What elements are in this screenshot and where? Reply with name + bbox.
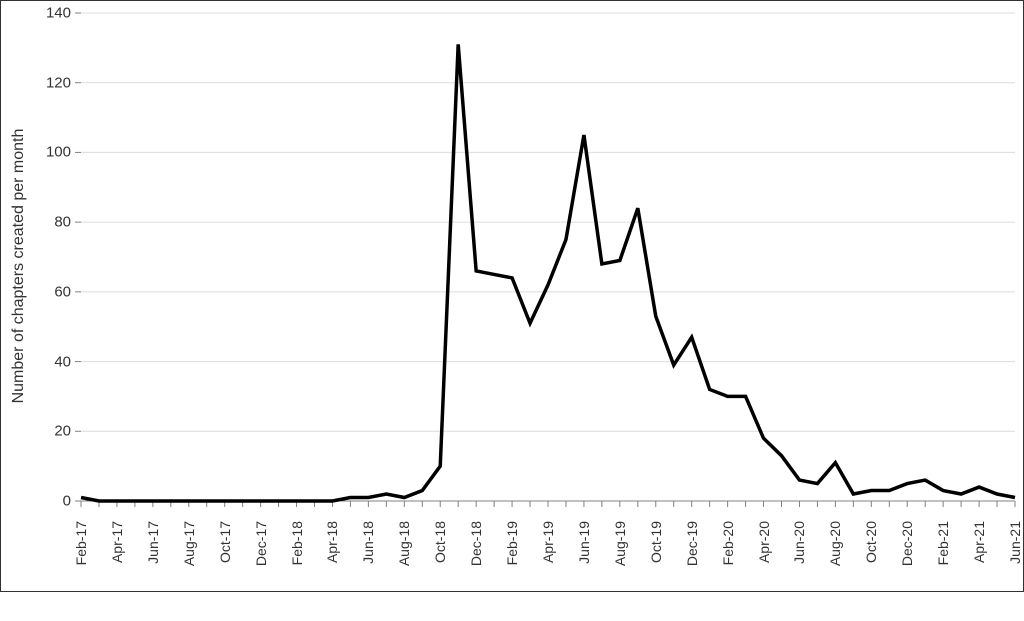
x-tick-label: Aug-19 xyxy=(612,521,628,621)
x-tick-label: Dec-20 xyxy=(899,521,915,621)
line-chart: Number of chapters created per month 020… xyxy=(0,0,1024,592)
y-tick-label: 60 xyxy=(1,283,71,300)
x-tick-label: Feb-17 xyxy=(73,521,89,621)
x-tick-label: Jun-19 xyxy=(576,521,592,621)
x-tick-label: Apr-17 xyxy=(109,521,125,621)
x-tick-label: Jun-20 xyxy=(791,521,807,621)
x-tick-label: Jun-18 xyxy=(360,521,376,621)
x-tick-label: Oct-19 xyxy=(648,521,664,621)
x-tick-label: Aug-17 xyxy=(181,521,197,621)
y-tick-label: 0 xyxy=(1,493,71,510)
x-tick-label: Aug-20 xyxy=(827,521,843,621)
x-tick-label: Dec-19 xyxy=(684,521,700,621)
chart-svg xyxy=(1,1,1024,593)
y-tick-label: 80 xyxy=(1,214,71,231)
y-tick-label: 140 xyxy=(1,5,71,22)
y-tick-label: 100 xyxy=(1,144,71,161)
x-tick-label: Aug-18 xyxy=(396,521,412,621)
x-tick-label: Jun-21 xyxy=(1007,521,1023,621)
x-tick-label: Apr-21 xyxy=(971,521,987,621)
x-tick-label: Oct-20 xyxy=(863,521,879,621)
x-tick-label: Dec-17 xyxy=(253,521,269,621)
y-tick-label: 20 xyxy=(1,423,71,440)
x-tick-label: Oct-17 xyxy=(217,521,233,621)
x-tick-label: Oct-18 xyxy=(432,521,448,621)
x-tick-label: Feb-20 xyxy=(720,521,736,621)
x-tick-label: Apr-19 xyxy=(540,521,556,621)
x-tick-label: Apr-18 xyxy=(324,521,340,621)
x-tick-label: Dec-18 xyxy=(468,521,484,621)
x-tick-label: Feb-21 xyxy=(935,521,951,621)
y-tick-label: 120 xyxy=(1,74,71,91)
x-tick-label: Feb-19 xyxy=(504,521,520,621)
x-tick-label: Apr-20 xyxy=(756,521,772,621)
x-tick-label: Feb-18 xyxy=(289,521,305,621)
y-tick-label: 40 xyxy=(1,353,71,370)
x-tick-label: Jun-17 xyxy=(145,521,161,621)
